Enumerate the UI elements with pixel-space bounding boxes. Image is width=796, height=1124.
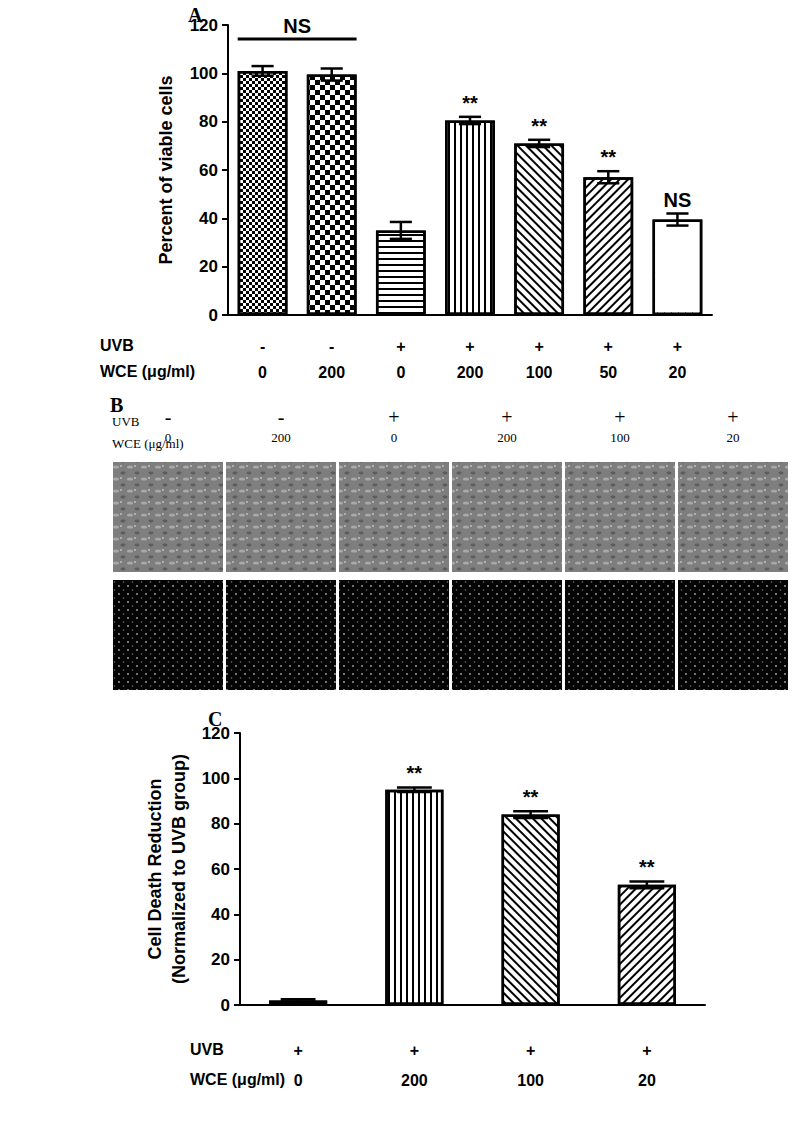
svg-text:20: 20 (638, 1072, 656, 1089)
svg-text:100: 100 (202, 769, 230, 788)
svg-text:WCE (μg/ml): WCE (μg/ml) (190, 1071, 285, 1088)
svg-text:60: 60 (199, 161, 218, 180)
svg-text:(Normalized to UVB group): (Normalized to UVB group) (169, 754, 189, 984)
svg-text:20: 20 (211, 950, 230, 969)
svg-text:+: + (465, 338, 474, 355)
svg-text:40: 40 (211, 905, 230, 924)
svg-text:50: 50 (599, 364, 617, 381)
svg-text:0: 0 (396, 364, 405, 381)
svg-text:0: 0 (258, 364, 267, 381)
svg-text:+: + (642, 1042, 651, 1059)
svg-text:NS: NS (664, 189, 692, 211)
html-text:100: 100 (610, 430, 630, 445)
svg-text:120: 120 (201, 723, 230, 743)
svg-text:0: 0 (209, 306, 218, 325)
svg-text:+: + (526, 1042, 535, 1059)
svg-text:200: 200 (401, 1072, 428, 1089)
svg-text:-: - (260, 338, 265, 355)
svg-text:0: 0 (221, 996, 230, 1015)
svg-text:200: 200 (457, 364, 484, 381)
html-text:0: 0 (390, 430, 398, 445)
svg-text:100: 100 (190, 64, 218, 83)
svg-text:**: ** (462, 92, 478, 114)
svg-text:-: - (329, 338, 334, 355)
svg-text:Cell Death Reduction: Cell Death Reduction (145, 778, 165, 959)
html-text:0: 0 (164, 430, 172, 445)
svg-text:+: + (293, 1042, 302, 1059)
svg-text:**: ** (407, 762, 423, 784)
html-text:WCE (μg/ml): WCE (μg/ml) (112, 436, 184, 451)
html-text:200: 200 (497, 430, 517, 445)
svg-text:0: 0 (294, 1072, 303, 1089)
svg-text:120: 120 (189, 15, 218, 35)
svg-text:+: + (673, 338, 682, 355)
svg-text:WCE (μg/ml): WCE (μg/ml) (100, 363, 195, 380)
svg-text:100: 100 (526, 364, 553, 381)
svg-text:UVB: UVB (100, 337, 134, 354)
html-text:B: B (110, 394, 124, 416)
svg-text:20: 20 (669, 364, 687, 381)
svg-text:+: + (604, 338, 613, 355)
svg-text:+: + (396, 338, 405, 355)
svg-text:NS: NS (283, 15, 311, 37)
svg-text:UVB: UVB (190, 1041, 224, 1058)
svg-text:**: ** (600, 146, 616, 168)
svg-text:Percent of viable cells: Percent of viable cells (156, 75, 176, 264)
svg-text:40: 40 (199, 209, 218, 228)
svg-text:+: + (534, 338, 543, 355)
svg-text:200: 200 (318, 364, 345, 381)
svg-text:**: ** (639, 856, 655, 878)
svg-text:**: ** (531, 115, 547, 137)
svg-text:80: 80 (199, 112, 218, 131)
html-text:200: 200 (271, 430, 291, 445)
svg-text:**: ** (523, 786, 539, 808)
svg-text:60: 60 (211, 860, 230, 879)
html-text:UVB: UVB (112, 414, 140, 429)
svg-text:+: + (410, 1042, 419, 1059)
svg-text:100: 100 (517, 1072, 544, 1089)
svg-text:80: 80 (211, 814, 230, 833)
svg-text:A: A (188, 4, 203, 26)
html-text:20: 20 (726, 430, 740, 445)
svg-text:C: C (208, 708, 222, 730)
svg-text:20: 20 (199, 257, 218, 276)
